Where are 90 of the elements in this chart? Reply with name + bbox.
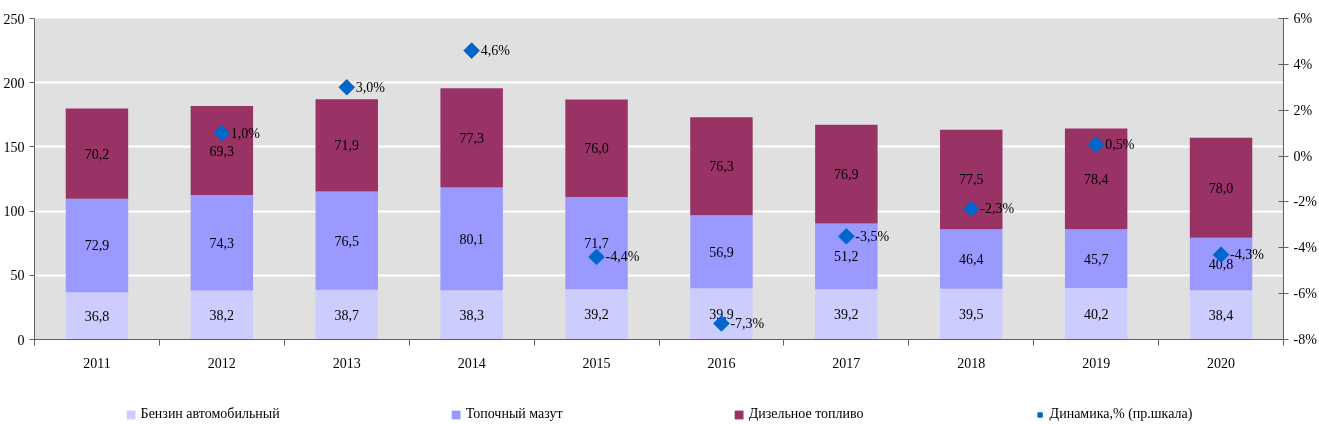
x-tick-label: 2019	[1082, 355, 1111, 371]
y2-tick-label: -4%	[1293, 240, 1318, 256]
bar	[940, 288, 1003, 340]
data-label: 72,9	[84, 238, 110, 254]
y2-tick-label: -2%	[1293, 194, 1318, 210]
bar	[1064, 229, 1128, 288]
y-tick-label: 100	[3, 204, 25, 220]
x-tick-label: 2014	[457, 355, 486, 371]
bar	[190, 195, 254, 291]
bar	[565, 99, 628, 198]
data-label: 38,7	[334, 307, 359, 323]
y-tick-label: 200	[3, 75, 25, 91]
y2-tick-label: 2%	[1293, 102, 1313, 118]
point	[338, 79, 356, 96]
x-tick-label: 2015	[582, 355, 611, 371]
bar	[1064, 287, 1128, 340]
legend-label: Дизельное топливо	[748, 406, 864, 422]
data-label: 70,2	[84, 146, 110, 162]
data-label: 38,2	[209, 307, 235, 323]
data-label: 38,3	[459, 307, 484, 323]
data-label: 76,3	[709, 159, 734, 175]
data-label: 51,2	[834, 249, 859, 265]
data-label: 76,9	[834, 167, 859, 183]
point	[962, 200, 980, 218]
bar	[190, 290, 254, 340]
data-label: 40,2	[1083, 306, 1109, 322]
x-tick-label: 2012	[207, 355, 236, 371]
data-label: 56,9	[709, 244, 734, 260]
bar	[565, 289, 628, 340]
bar	[315, 99, 378, 192]
data-label: 78,4	[1083, 171, 1109, 187]
data-label: 46,4	[959, 251, 984, 267]
bar	[65, 292, 129, 340]
x-tick-label: 2017	[832, 355, 861, 371]
data-label: -4,4%	[605, 249, 640, 265]
bar	[815, 289, 878, 340]
x-tick-label: 2016	[707, 355, 736, 371]
data-label: 38,4	[1208, 307, 1234, 323]
data-label: 77,5	[959, 172, 984, 188]
data-label: -3,5%	[855, 228, 890, 244]
x-tick-label: 2020	[1207, 355, 1236, 371]
data-label: 74,3	[209, 235, 235, 251]
data-label: 39,9	[709, 306, 734, 322]
y2-tick-label: 0%	[1293, 148, 1313, 164]
point	[838, 228, 855, 245]
data-label: 69,3	[209, 143, 235, 159]
y2-tick-label: 4%	[1293, 56, 1313, 72]
data-label: 39,2	[584, 307, 609, 323]
legend-label: Топочный мазут	[465, 406, 563, 422]
y-tick-label: 150	[3, 139, 25, 155]
data-label: 71,9	[334, 138, 359, 154]
bar	[940, 229, 1003, 289]
bar	[1189, 137, 1253, 238]
x-tick-label: 2011	[83, 355, 111, 371]
data-label: 45,7	[1083, 251, 1109, 267]
data-label: 3,0%	[355, 79, 386, 95]
bar	[315, 191, 378, 290]
y-tick-label: 250	[3, 11, 25, 27]
bar	[440, 88, 503, 188]
data-label: 4,6%	[480, 43, 511, 59]
data-label: 71,7	[584, 236, 609, 252]
data-label: 76,5	[334, 233, 359, 249]
bar	[440, 290, 503, 340]
data-label: 39,5	[959, 307, 984, 323]
point	[1087, 136, 1105, 153]
x-tick-label: 2018	[957, 355, 986, 371]
bar	[65, 108, 129, 199]
bar	[690, 215, 753, 289]
y2-tick-label: 6%	[1293, 11, 1313, 26]
bar	[315, 289, 378, 340]
point	[463, 42, 480, 59]
data-label: 76,0	[584, 141, 609, 157]
bar	[65, 198, 129, 293]
data-label: 36,8	[84, 308, 110, 324]
legend-label: Динамика,% (пр.шкала)	[1049, 406, 1193, 422]
point	[213, 124, 231, 142]
data-label: 80,1	[459, 231, 484, 247]
y2-tick-label: -6%	[1293, 286, 1318, 302]
bar	[440, 187, 503, 291]
bar	[690, 117, 753, 216]
y2-tick-label: -8%	[1293, 332, 1318, 347]
bar	[1189, 290, 1253, 340]
bar	[815, 124, 878, 224]
y-tick-label: 0	[17, 332, 25, 348]
y-tick-label: 50	[10, 268, 25, 284]
data-label: 39,2	[834, 307, 859, 323]
x-tick-label: 2013	[332, 355, 361, 371]
legend-label: Бензин автомобильный	[140, 406, 280, 422]
data-label: 77,3	[459, 130, 484, 146]
data-label: 78,0	[1208, 180, 1234, 196]
